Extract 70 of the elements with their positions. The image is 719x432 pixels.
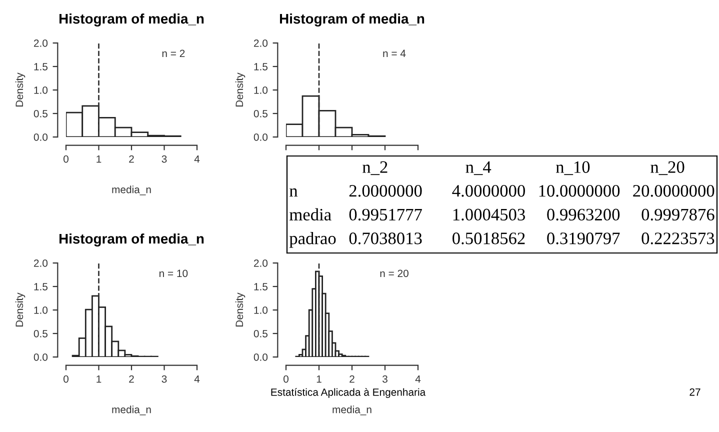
x-axis-title: media_n (112, 186, 151, 196)
x-tick-label: 3 (162, 375, 167, 383)
text: 4.0000000 (452, 185, 525, 197)
chart-title: Histogram of media_n (60, 13, 204, 26)
annotation: n = 4 (383, 50, 406, 57)
x-tick-label: 1 (316, 375, 322, 383)
x-axis-title: media_n (332, 406, 372, 416)
category-label: n_4 (466, 161, 492, 176)
y-tick-label: 1.5 (34, 283, 48, 290)
y-tick-label: 0.0 (34, 134, 48, 141)
y-tick-label: 1.0 (34, 86, 48, 94)
text: 0.7038013 (349, 232, 422, 244)
y-tick-label: 1.0 (34, 306, 48, 314)
y-tick-label: 2.0 (254, 260, 268, 267)
text: 27 (690, 388, 700, 396)
y-axis-title: Density (235, 292, 246, 327)
x-tick-label: 0 (64, 155, 68, 163)
x-tick-label: 0 (284, 375, 288, 383)
category-label: n_20 (650, 161, 684, 176)
category-label: n_10 (556, 161, 590, 176)
y-tick-label: 2.0 (254, 40, 268, 47)
category-label: n_2 (362, 161, 388, 176)
y-tick-label: 0.0 (34, 354, 48, 361)
text: 0.5018562 (452, 232, 525, 244)
text: 20.0000000 (633, 185, 714, 197)
x-tick-label: 2 (129, 375, 134, 383)
chart-title: Histogram of media_n (280, 13, 424, 26)
y-tick-label: 0.0 (254, 354, 268, 361)
x-tick-label: 3 (382, 375, 388, 383)
y-axis-title: Density (15, 292, 26, 327)
y-tick-label: 1.0 (254, 86, 268, 94)
x-tick-label: 2 (129, 155, 134, 163)
y-tick-label: 0.5 (254, 110, 268, 118)
y-tick-label: 0.5 (34, 110, 48, 118)
y-tick-label: 1.5 (254, 63, 268, 70)
text: 0.9997876 (642, 208, 714, 221)
text: 0.9951777 (349, 208, 422, 221)
x-tick-label: 1 (96, 155, 102, 163)
text: 0.9963200 (547, 208, 620, 221)
text: 1.0004503 (453, 208, 525, 221)
y-tick-label: 0.5 (34, 330, 48, 338)
x-tick-label: 4 (415, 375, 421, 383)
annotation: n = 10 (159, 270, 188, 278)
x-tick-label: 3 (162, 155, 167, 163)
text: 0.3190797 (547, 232, 620, 244)
text: Estatística Aplicada à Engenharia (271, 388, 426, 398)
x-tick-label: 2 (350, 375, 354, 383)
category-label: n (290, 188, 298, 197)
y-tick-label: 1.0 (254, 306, 268, 314)
text: 2.0000000 (349, 185, 422, 197)
y-tick-label: 1.5 (34, 63, 48, 70)
x-tick-label: 4 (194, 375, 200, 383)
y-tick-label: 1.5 (254, 283, 268, 290)
text: 10.0000000 (539, 185, 620, 197)
y-tick-label: 0.0 (254, 134, 268, 141)
category-label: padrao (289, 232, 336, 248)
chart-title: Histogram of media_n (60, 233, 204, 246)
x-tick-label: 4 (194, 155, 200, 163)
x-axis-title: media_n (112, 406, 151, 416)
x-tick-label: 0 (64, 375, 68, 383)
y-tick-label: 2.0 (34, 260, 48, 267)
y-axis-title: Density (235, 72, 246, 107)
annotation: n = 20 (380, 270, 408, 278)
annotation: n = 2 (162, 50, 185, 57)
y-tick-label: 2.0 (34, 40, 48, 47)
x-tick-label: 1 (96, 375, 102, 383)
y-tick-label: 0.5 (254, 330, 268, 338)
text: 0.2223573 (642, 232, 714, 244)
category-label: media (290, 208, 332, 220)
y-axis-title: Density (15, 72, 26, 107)
